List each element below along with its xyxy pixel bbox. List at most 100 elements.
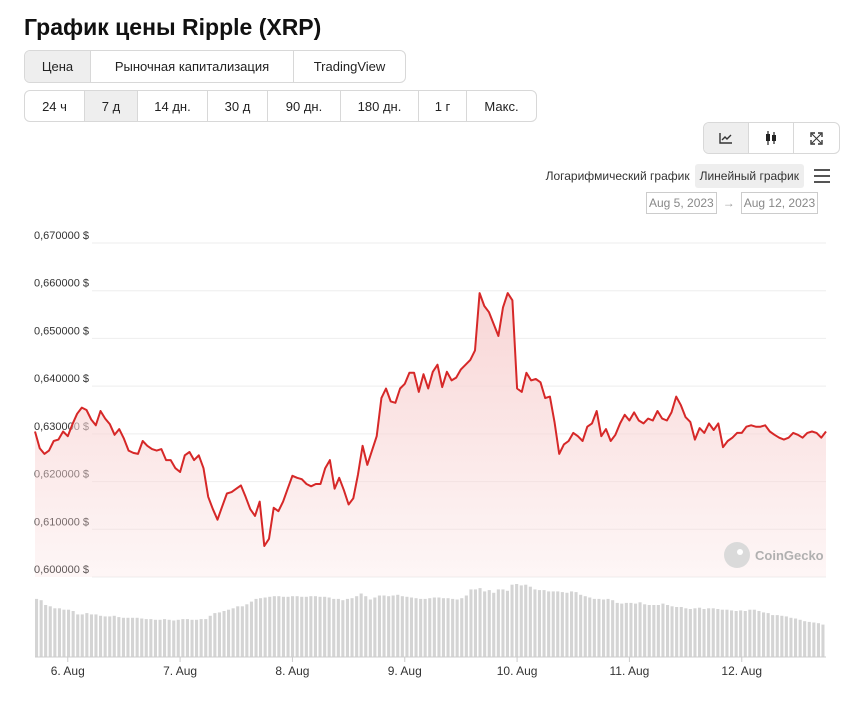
volume-bar [99,615,103,657]
log-scale-option[interactable]: Логарифмический график [545,169,690,183]
tab-tradingview[interactable]: TradingView [313,59,386,74]
fullscreen-icon[interactable] [794,123,839,153]
volume-bar [693,608,697,657]
time-range-selector: 24 ч 7 д 14 дн. 30 д 90 дн. 180 дн. 1 г … [24,90,537,122]
volume-bar [441,598,445,657]
volume-bar [327,597,331,657]
date-to-input[interactable]: Aug 12, 2023 [740,192,819,214]
volume-bar [702,609,706,657]
volume-bar [71,611,75,657]
volume-bar [268,596,272,657]
tab-price[interactable]: Цена [25,51,91,82]
volume-bar [816,623,820,657]
volume-bar [336,598,340,657]
volume-bar [565,592,569,657]
volume-bar [492,592,496,657]
volume-bar [377,595,381,657]
volume-bar [583,596,587,657]
volume-bar [222,611,226,657]
volume-bar [423,598,427,657]
volume-bar [579,594,583,657]
volume-bar [675,607,679,657]
range-30d-button[interactable]: 30 д [208,91,268,121]
volume-bar [711,608,715,657]
volume-bar [775,615,779,657]
volume-bar [236,606,240,657]
x-tick-label: 6. Aug [51,664,85,678]
volume-bar [291,596,295,657]
volume-bar [656,605,660,657]
volume-bar [652,605,656,657]
volume-bar [103,616,107,657]
volume-bar [437,597,441,657]
volume-bar [126,617,130,657]
volume-bar [784,616,788,657]
tab-market-cap[interactable]: Рыночная капитализация [91,51,294,82]
volume-bar [629,602,633,657]
volume-bar [547,591,551,657]
volume-bar [387,596,391,657]
volume-bar [295,596,299,657]
range-24h-button[interactable]: 24 ч [25,91,85,121]
candlestick-icon[interactable] [749,123,794,153]
range-1y-button[interactable]: 1 г [419,91,467,121]
volume-bar [798,619,802,657]
volume-bar [67,609,71,657]
y-tick-label: 0,650000 $ [34,325,89,337]
line-chart-icon[interactable] [704,123,749,153]
price-chart[interactable]: 0,670000 $ 0,660000 $ 0,650000 $ 0,640000 $… [0,220,854,690]
x-tick-label: 9. Aug [388,664,422,678]
volume-bar [149,619,153,657]
volume-bar [313,596,317,657]
volume-bar [519,585,523,657]
volume-bar [812,622,816,657]
date-from-input[interactable]: Aug 5, 2023 [646,192,717,214]
hamburger-menu-icon[interactable] [814,169,830,183]
volume-bar [167,619,171,657]
volume-bar [698,607,702,657]
y-tick-label: 0,660000 $ [34,278,89,290]
range-90d-button[interactable]: 90 дн. [268,91,341,121]
volume-bar [382,595,386,657]
volume-bar [501,589,505,657]
volume-bar [634,603,638,657]
range-max-button[interactable]: Макс. [484,98,519,114]
volume-bar [414,598,418,657]
volume-bar [112,615,116,657]
range-14d-button[interactable]: 14 дн. [138,91,208,121]
volume-bar [364,596,368,657]
volume-bar [368,599,372,657]
volume-bar [606,598,610,657]
volume-bar [615,602,619,657]
volume-bar [121,617,125,657]
volume-bar [359,593,363,657]
volume-bar [409,597,413,657]
range-7d-button[interactable]: 7 д [85,91,138,121]
watermark-text: CoinGecko [755,547,824,563]
volume-bar [679,607,683,657]
volume-bar [432,597,436,657]
volume-bar [661,603,665,657]
volume-bar [780,615,784,657]
volume-bar [277,596,281,657]
volume-bar [117,617,121,657]
linear-scale-option[interactable]: Линейный график [694,164,804,188]
volume-bar [286,596,290,657]
volume-bar [624,602,628,657]
volume-bar [373,597,377,657]
volume-bar [487,590,491,657]
volume-bar [323,596,327,657]
volume-bar [204,619,208,657]
volume-bar [807,621,811,657]
volume-bar [570,591,574,657]
volume-bar [505,590,509,657]
volume-bar [716,609,720,657]
volume-bar [48,606,52,657]
x-tick-label: 8. Aug [275,664,309,678]
volume-bar [131,617,135,657]
range-180d-button[interactable]: 180 дн. [341,91,419,121]
volume-bar [185,619,189,657]
volume-bar [803,621,807,657]
volume-bar [89,614,93,657]
volume-bar [249,601,253,657]
